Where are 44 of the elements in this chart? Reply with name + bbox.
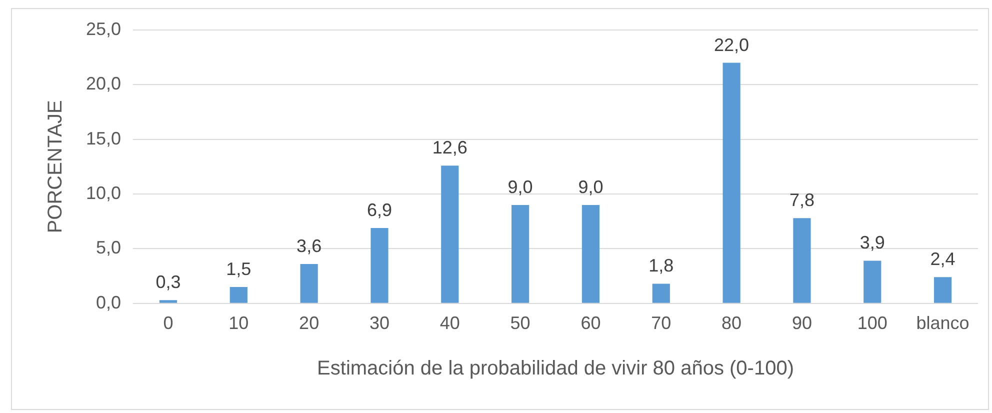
bar	[582, 204, 600, 303]
x-tick-label: 40	[440, 313, 460, 334]
x-tick-label: 20	[299, 313, 320, 334]
x-tick-label: 100	[857, 313, 888, 334]
data-label: 7,8	[789, 190, 814, 210]
data-label: 9,0	[508, 176, 533, 197]
x-tick-label: 60	[580, 313, 601, 334]
y-tick-label: 5,0	[96, 238, 122, 258]
data-label: 3,9	[860, 232, 885, 253]
x-tick-label: 0	[163, 313, 174, 334]
data-label: 12,6	[432, 138, 468, 158]
x-axis-title: Estimación de la probabilidad de vivir 80 años (0-100)	[317, 358, 794, 380]
y-axis-title: PORCENTAJE	[44, 100, 67, 234]
bar	[300, 264, 318, 303]
bar	[230, 286, 248, 303]
data-label: 22,0	[714, 34, 750, 55]
data-label: 0,3	[156, 272, 181, 292]
data-label: 9,0	[578, 176, 604, 197]
y-tick-label: 15,0	[86, 128, 122, 148]
data-label: 1,8	[648, 256, 674, 276]
x-tick-label: blanco	[916, 313, 970, 334]
bar	[159, 300, 178, 303]
bar	[793, 218, 811, 303]
y-tick-label: 25,0	[86, 18, 122, 39]
data-label: 6,9	[366, 200, 392, 220]
y-tick-label: 10,0	[86, 183, 122, 204]
x-tick-label: 50	[510, 313, 530, 334]
bar	[864, 260, 882, 303]
data-label: 3,6	[296, 236, 322, 256]
data-label: 2,4	[930, 249, 956, 270]
bar	[722, 62, 740, 303]
x-tick-label: 10	[228, 313, 249, 334]
data-label: 1,5	[226, 258, 252, 279]
bar	[370, 228, 388, 303]
bar	[934, 277, 952, 303]
x-tick-label: 30	[369, 313, 390, 334]
x-tick-label: 80	[722, 313, 742, 334]
y-tick-label: 0,0	[96, 292, 122, 312]
y-tick-label: 20,0	[86, 74, 122, 94]
bar	[441, 166, 459, 303]
x-tick-label: 70	[651, 313, 672, 334]
x-tick-label: 90	[792, 313, 812, 334]
bar	[652, 284, 670, 303]
bar	[512, 204, 530, 303]
